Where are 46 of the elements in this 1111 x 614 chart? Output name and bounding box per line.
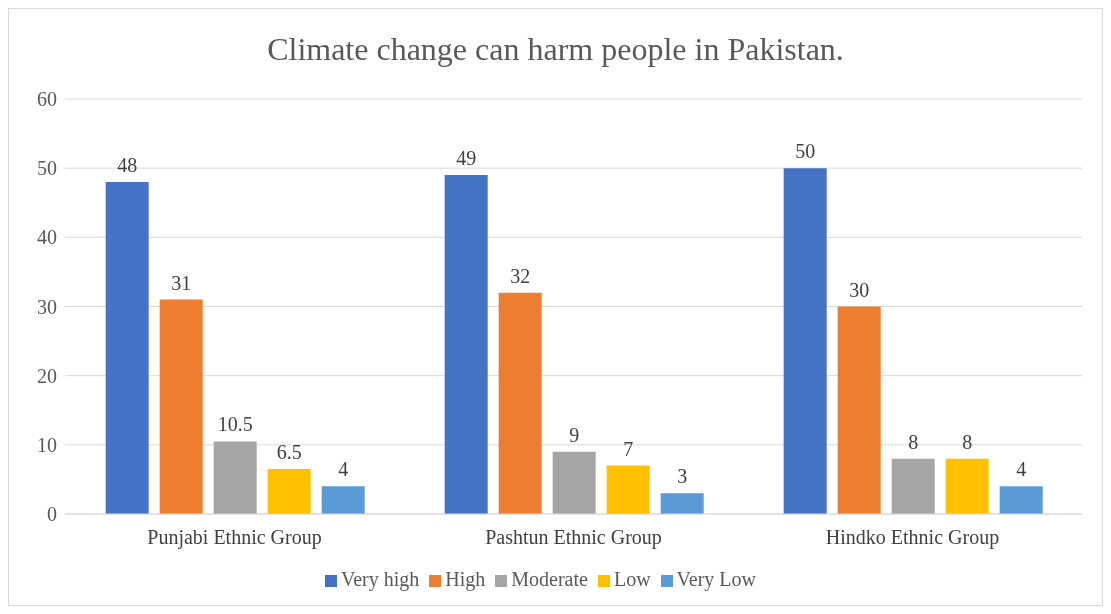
- bar: [321, 486, 365, 514]
- chart-title: Climate change can harm people in Pakistan.: [266, 30, 845, 69]
- data-label: 32: [510, 264, 531, 287]
- y-tick-label: 50: [37, 157, 57, 180]
- y-tick-label: 30: [37, 295, 57, 318]
- bar: [159, 299, 203, 514]
- data-label: 7: [623, 437, 634, 460]
- bar: [498, 292, 542, 514]
- bar: [945, 458, 989, 514]
- legend-label: Very Low: [676, 568, 757, 590]
- bar: [606, 465, 650, 514]
- data-label: 10.5: [217, 413, 253, 436]
- data-label: 4: [1016, 458, 1027, 481]
- y-tick-label: 0: [47, 503, 57, 526]
- y-tick-label: 20: [37, 364, 57, 387]
- bar: [267, 469, 311, 514]
- legend-label: Moderate: [511, 568, 588, 590]
- data-label: 4: [338, 458, 349, 481]
- data-label: 6.5: [276, 441, 302, 464]
- data-label: 30: [849, 278, 870, 301]
- legend-label: High: [445, 568, 486, 590]
- bar: [660, 493, 704, 514]
- data-label: 8: [908, 430, 919, 453]
- bar: [213, 441, 257, 514]
- bar: [552, 451, 596, 514]
- legend-label: Very high: [340, 568, 420, 590]
- bar: [105, 182, 149, 514]
- bar: [999, 486, 1043, 514]
- legend-label: Low: [613, 568, 651, 590]
- data-label: 50: [795, 140, 816, 163]
- y-tick-label: 10: [37, 433, 57, 456]
- data-label: 31: [171, 271, 192, 294]
- x-tick-label: Pashtun Ethnic Group: [485, 526, 662, 550]
- data-label: 9: [569, 423, 580, 446]
- bar: [837, 306, 881, 514]
- data-label: 3: [677, 465, 688, 488]
- bar: [444, 175, 488, 514]
- bar: [891, 458, 935, 514]
- data-label: 49: [456, 147, 477, 170]
- x-tick-label: Hindko Ethnic Group: [825, 526, 1000, 550]
- x-tick-label: Punjabi Ethnic Group: [147, 526, 322, 550]
- data-label: 48: [117, 154, 138, 176]
- y-tick-label: 40: [37, 226, 57, 249]
- y-tick-label: 60: [37, 88, 57, 111]
- data-label: 8: [962, 430, 973, 453]
- bar: [783, 168, 827, 514]
